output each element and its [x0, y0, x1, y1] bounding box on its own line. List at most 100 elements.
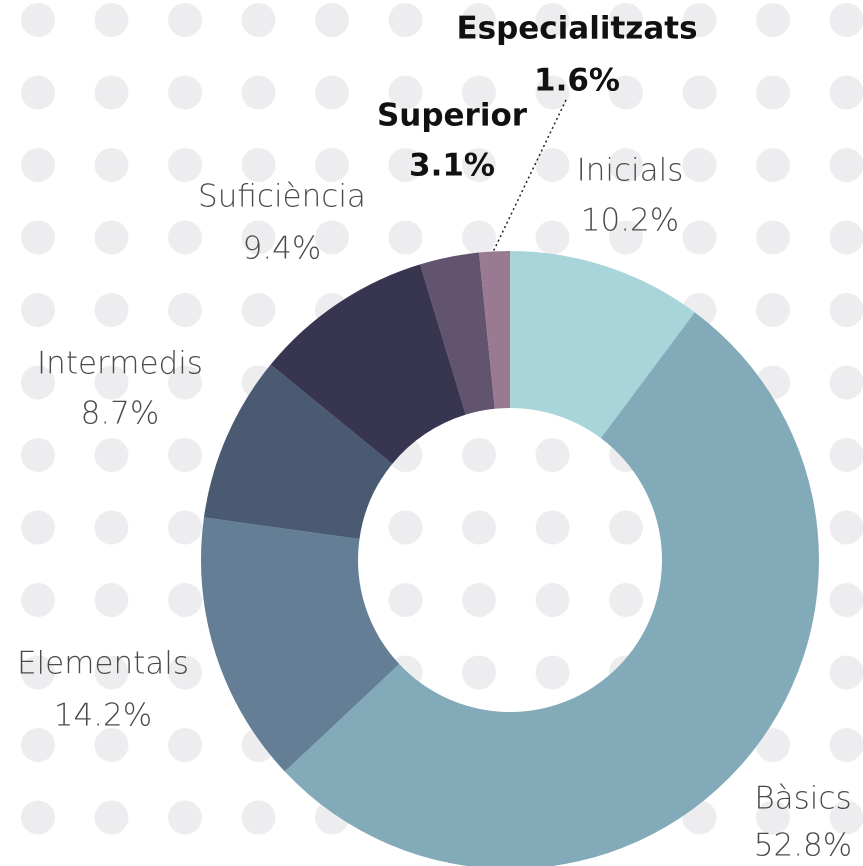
dot [682, 75, 717, 110]
dot [21, 583, 55, 617]
category-label: Intermedis [37, 346, 203, 382]
dot [241, 3, 276, 37]
dot [756, 293, 790, 327]
dot [609, 220, 643, 255]
dot [94, 75, 129, 110]
value-label: 1.6% [534, 63, 620, 99]
dot [829, 438, 863, 472]
dot [168, 655, 202, 690]
dot [21, 293, 55, 327]
dot [829, 800, 863, 835]
dot [168, 438, 202, 472]
dot [535, 655, 570, 690]
dot [462, 75, 496, 110]
dot [535, 75, 570, 110]
value-label: 10.2% [581, 203, 679, 239]
dot [829, 510, 863, 545]
dot [535, 220, 570, 255]
dot [315, 220, 349, 255]
dot [829, 75, 863, 110]
dot [21, 75, 55, 110]
dot [21, 220, 55, 255]
value-label: 9.4% [243, 231, 322, 267]
dot [388, 220, 423, 255]
dot [535, 3, 570, 37]
category-label: Inicials [577, 153, 684, 189]
dot [94, 220, 129, 255]
category-label: Elementals [17, 646, 189, 682]
donut-slice [478, 251, 510, 409]
dot [94, 510, 129, 545]
dot [94, 800, 129, 835]
dot [241, 75, 276, 110]
dot [535, 583, 570, 617]
dot [829, 655, 863, 690]
dot [241, 800, 276, 835]
dot [462, 148, 496, 182]
leader-line [492, 99, 567, 253]
dot [168, 728, 202, 762]
dot [609, 583, 643, 617]
dot [21, 510, 55, 545]
dot [168, 148, 202, 182]
category-label: Superior [377, 98, 528, 134]
donut-slice [510, 251, 695, 439]
dot [609, 510, 643, 545]
value-label: 14.2% [54, 698, 152, 734]
dot [241, 293, 276, 327]
dot [168, 75, 202, 110]
category-label: Especialitzats [456, 11, 697, 47]
dot [462, 220, 496, 255]
dot [94, 438, 129, 472]
dot [168, 510, 202, 545]
dot [829, 293, 863, 327]
dot [535, 438, 570, 472]
dot [315, 75, 349, 110]
donut-slice [270, 264, 466, 464]
dot [94, 3, 129, 37]
dot [682, 220, 717, 255]
dot [462, 510, 496, 545]
dot [21, 3, 55, 37]
dot [609, 3, 643, 37]
dot [388, 75, 423, 110]
donut-slice [200, 517, 400, 772]
dot [315, 148, 349, 182]
dot [94, 293, 129, 327]
dot [682, 3, 717, 37]
dot [756, 148, 790, 182]
value-label: 52.8% [754, 828, 852, 864]
dot [609, 75, 643, 110]
category-label: Suficiència [198, 179, 366, 215]
dot [21, 365, 55, 400]
dot [535, 510, 570, 545]
dot [756, 800, 790, 835]
dot [756, 728, 790, 762]
dot [756, 220, 790, 255]
dot [388, 510, 423, 545]
dot [168, 583, 202, 617]
dot [462, 3, 496, 37]
value-label: 3.1% [409, 148, 495, 184]
donut-slice [284, 312, 819, 866]
dot [388, 148, 423, 182]
donut [200, 251, 819, 866]
dot [682, 148, 717, 182]
dot [168, 800, 202, 835]
dot [462, 655, 496, 690]
labels: Inicials 10.2% Bàsics 52.8% Elementals 14.2% I… [17, 11, 852, 864]
dot [21, 655, 55, 690]
dot [168, 3, 202, 37]
dot [315, 3, 349, 37]
dot [21, 438, 55, 472]
dot [756, 3, 790, 37]
dot [241, 148, 276, 182]
dot [388, 583, 423, 617]
dot [241, 220, 276, 255]
dot [21, 728, 55, 762]
dot [829, 148, 863, 182]
dot [94, 365, 129, 400]
category-label: Bàsics [754, 781, 851, 817]
